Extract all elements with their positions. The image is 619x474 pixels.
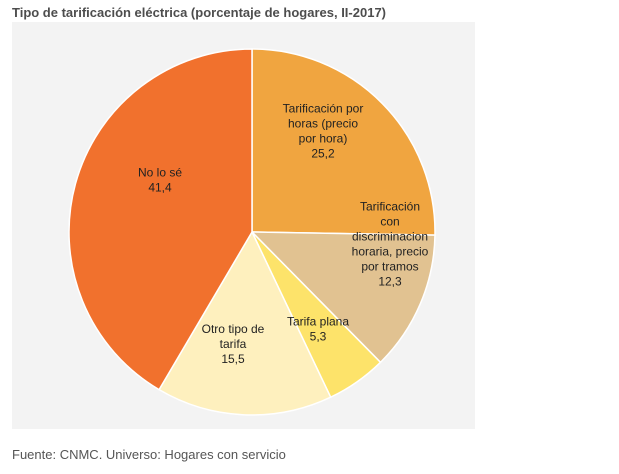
slice-category-label: con	[380, 215, 399, 229]
slice-category-label: tarifa	[220, 337, 247, 351]
slice-category-label: por hora)	[299, 132, 348, 146]
source-note: Fuente: CNMC. Universo: Hogares con serv…	[12, 447, 286, 462]
slice-value-label: 41,4	[148, 181, 172, 195]
chart-title: Tipo de tarificación eléctrica (porcenta…	[12, 5, 386, 20]
slice-category-label: No lo sé	[138, 166, 182, 180]
slice-label: No lo sé 41,4	[138, 166, 182, 195]
pie-labels: Tarificación por horas (precio por hora) 25…	[138, 102, 429, 367]
slice-label: Otro tipo de tarifa 15,5	[202, 322, 265, 366]
slice-value-label: 15,5	[221, 352, 245, 366]
slice-label: Tarificación con discriminacion horaria, pr…	[352, 200, 429, 289]
slice-value-label: 25,2	[311, 147, 335, 161]
pie-slice	[251, 48, 436, 236]
slice-value-label: 12,3	[378, 275, 402, 289]
slice-category-label: Otro tipo de	[202, 322, 265, 336]
pie-slice	[250, 231, 436, 364]
slice-label: Tarifa plana 5,3	[287, 315, 349, 344]
slice-category-label: Tarificación por	[283, 102, 364, 116]
slice-category-label: Tarificación	[360, 200, 420, 214]
slice-value-label: 5,3	[310, 330, 327, 344]
slice-category-label: discriminacion	[352, 230, 428, 244]
slice-category-label: horaria, precio	[352, 245, 429, 259]
slice-category-label: por tramos	[361, 260, 418, 274]
pie-slices	[68, 48, 436, 416]
pie-slice	[68, 48, 253, 391]
pie-slice	[158, 230, 332, 416]
slice-category-label: Tarifa plana	[287, 315, 349, 329]
slice-category-label: horas (precio	[288, 117, 358, 131]
slice-label: Tarificación por horas (precio por hora) 25…	[283, 102, 364, 161]
